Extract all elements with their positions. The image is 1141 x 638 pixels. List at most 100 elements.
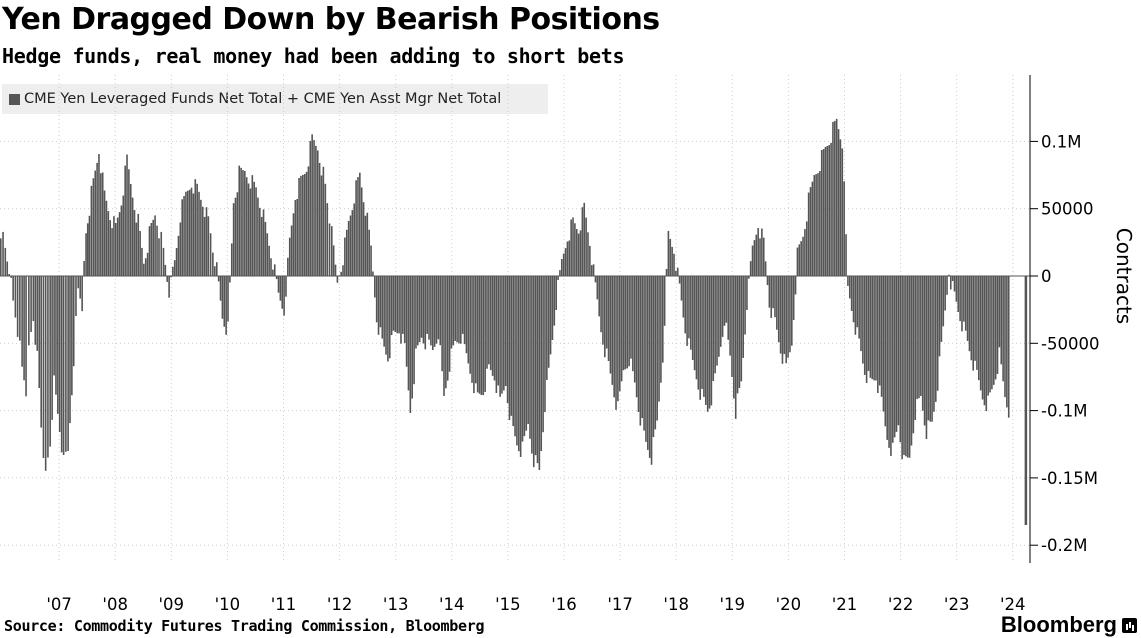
data-bar bbox=[723, 276, 726, 326]
data-bar bbox=[798, 244, 801, 276]
data-bar bbox=[828, 145, 831, 276]
data-bar bbox=[826, 146, 829, 276]
data-bar bbox=[34, 276, 37, 345]
data-bar bbox=[678, 276, 681, 284]
data-bar bbox=[618, 276, 621, 392]
data-bar bbox=[925, 276, 928, 440]
data-bar bbox=[611, 276, 614, 385]
data-bar bbox=[60, 276, 63, 453]
data-bar bbox=[450, 276, 453, 349]
data-bar bbox=[340, 271, 342, 276]
data-bar bbox=[279, 276, 282, 301]
data-bar bbox=[839, 139, 842, 276]
data-bar bbox=[972, 276, 974, 371]
chart-title: Yen Dragged Down by Bearish Positions bbox=[2, 2, 660, 37]
data-bar bbox=[420, 276, 423, 338]
data-bar bbox=[843, 181, 845, 276]
data-bar bbox=[303, 173, 306, 276]
data-bar bbox=[693, 276, 696, 371]
data-bar bbox=[0, 238, 2, 276]
data-bar bbox=[173, 260, 176, 276]
data-bar bbox=[650, 276, 653, 465]
data-bar bbox=[742, 276, 744, 358]
data-bar bbox=[223, 276, 226, 327]
data-bar bbox=[257, 197, 259, 276]
data-bar bbox=[725, 276, 728, 323]
x-tick-label: '13 bbox=[383, 595, 409, 614]
data-bar bbox=[2, 231, 4, 276]
data-bar bbox=[744, 276, 746, 335]
data-bar bbox=[562, 253, 565, 276]
data-bar bbox=[262, 209, 265, 276]
data-bar bbox=[878, 276, 881, 386]
data-bar bbox=[716, 276, 718, 366]
x-tick-label: '15 bbox=[495, 595, 521, 614]
data-bar bbox=[238, 165, 241, 276]
data-bar bbox=[400, 276, 402, 344]
data-bar bbox=[817, 173, 819, 276]
data-bar bbox=[981, 276, 984, 400]
data-bar bbox=[334, 264, 337, 276]
data-bar bbox=[495, 276, 498, 393]
data-bar bbox=[359, 172, 361, 276]
y-tick-label: 50000 bbox=[1041, 200, 1094, 219]
data-bar bbox=[637, 276, 640, 412]
data-bar bbox=[362, 202, 365, 276]
data-bar bbox=[313, 140, 315, 276]
data-bar bbox=[203, 216, 206, 276]
data-bar bbox=[368, 229, 370, 276]
data-bar bbox=[53, 276, 55, 376]
y-tick-label: -0.2M bbox=[1041, 536, 1087, 555]
data-bar bbox=[895, 276, 898, 432]
data-bar bbox=[624, 276, 627, 370]
data-bar bbox=[755, 234, 758, 276]
data-bar bbox=[800, 241, 802, 276]
data-bar bbox=[229, 276, 231, 283]
data-bar bbox=[748, 276, 750, 279]
data-bar bbox=[461, 276, 464, 334]
data-bar bbox=[260, 216, 263, 276]
data-bar bbox=[916, 276, 918, 400]
data-bar bbox=[198, 191, 200, 276]
data-bar bbox=[504, 276, 507, 387]
data-bar bbox=[856, 276, 859, 328]
data-bar bbox=[307, 166, 310, 276]
data-bar bbox=[976, 276, 978, 370]
data-bar bbox=[559, 270, 561, 276]
data-bar bbox=[251, 175, 254, 276]
data-bar bbox=[673, 253, 675, 276]
data-bar bbox=[983, 276, 986, 406]
data-bar bbox=[933, 276, 935, 412]
data-bar bbox=[787, 276, 789, 358]
data-bar bbox=[921, 276, 924, 411]
data-bar bbox=[124, 165, 126, 276]
data-bar bbox=[607, 276, 610, 362]
brand-name: Bloomberg bbox=[1000, 612, 1117, 637]
data-bar bbox=[682, 276, 685, 318]
data-bar bbox=[273, 264, 276, 276]
data-bar bbox=[632, 276, 634, 372]
data-bar bbox=[107, 211, 110, 276]
y-axis-title: Contracts bbox=[1112, 228, 1136, 324]
data-bar bbox=[417, 276, 419, 346]
x-tick-label: '19 bbox=[720, 595, 746, 614]
data-bar bbox=[175, 248, 178, 276]
data-bar bbox=[179, 222, 182, 276]
data-bar bbox=[935, 276, 937, 402]
data-bar bbox=[609, 276, 612, 374]
data-bar bbox=[641, 276, 644, 419]
data-bar bbox=[929, 276, 931, 422]
data-bar bbox=[772, 276, 774, 309]
data-bar bbox=[630, 276, 632, 359]
data-bar bbox=[564, 248, 567, 276]
data-bar bbox=[585, 217, 587, 276]
data-bar bbox=[931, 276, 933, 422]
data-bar bbox=[448, 276, 451, 372]
legend-swatch bbox=[9, 93, 20, 105]
data-bar bbox=[847, 276, 849, 286]
data-bar bbox=[32, 276, 35, 322]
data-bar bbox=[154, 215, 156, 276]
data-bar bbox=[277, 276, 280, 293]
data-bar bbox=[746, 276, 748, 310]
data-bar bbox=[686, 276, 688, 346]
